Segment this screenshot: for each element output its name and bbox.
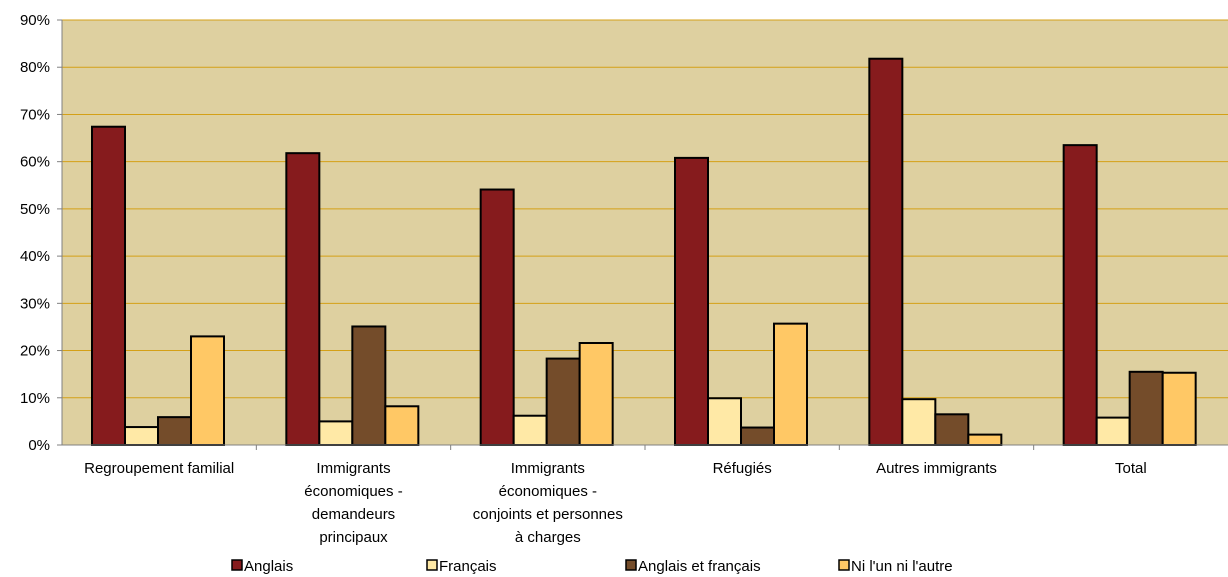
legend-label: Ni l'un ni l'autre bbox=[851, 558, 953, 575]
bar bbox=[545, 357, 581, 447]
bar bbox=[1095, 416, 1131, 447]
bar bbox=[1062, 144, 1098, 446]
bar bbox=[384, 405, 420, 446]
x-category-label: Réfugiés bbox=[713, 460, 772, 477]
axes bbox=[57, 19, 1228, 450]
y-tick-label: 0% bbox=[28, 437, 50, 454]
plot-background bbox=[62, 20, 1228, 445]
y-tick-label: 60% bbox=[20, 154, 50, 171]
bar bbox=[740, 426, 775, 446]
bar bbox=[578, 342, 614, 446]
y-tick-label: 40% bbox=[20, 248, 50, 265]
bar bbox=[91, 125, 126, 446]
bar bbox=[318, 420, 354, 446]
legend-label: Anglais bbox=[244, 558, 293, 575]
bar bbox=[285, 152, 321, 447]
legend-item: Anglais bbox=[231, 558, 293, 575]
bar bbox=[190, 335, 225, 446]
y-tick-label: 90% bbox=[20, 12, 50, 29]
legend-swatch bbox=[625, 559, 637, 571]
y-tick-label: 10% bbox=[20, 390, 50, 407]
legend-item: Anglais et français bbox=[625, 558, 761, 575]
bar bbox=[479, 188, 515, 446]
x-category-label: Autres immigrants bbox=[876, 460, 997, 477]
x-category-label: Total bbox=[1115, 460, 1147, 477]
y-tick-label: 70% bbox=[20, 106, 50, 123]
y-tick-label: 50% bbox=[20, 201, 50, 218]
bar bbox=[868, 57, 904, 446]
y-tick-label: 80% bbox=[20, 59, 50, 76]
x-category-label: Immigrants économiques -demandeurs princip… bbox=[304, 460, 402, 546]
y-tick-label: 30% bbox=[20, 295, 50, 312]
y-tick-label: 20% bbox=[20, 343, 50, 360]
gridlines bbox=[62, 19, 1228, 399]
x-category-label: Immigrants économiques -conjoints et pers… bbox=[473, 460, 623, 546]
legend-label: Anglais et français bbox=[638, 558, 761, 575]
bar bbox=[157, 416, 192, 446]
bar bbox=[967, 433, 1003, 447]
bar bbox=[1128, 370, 1164, 446]
bar bbox=[773, 322, 808, 446]
y-axis-tick-labels: 0% 10% 20% 30% 40% 50% 60% 70% 80% 90% bbox=[20, 12, 50, 454]
plot-area bbox=[62, 20, 1228, 445]
legend-item: Ni l'un ni l'autre bbox=[838, 558, 953, 575]
legend-swatch bbox=[426, 559, 438, 571]
bar bbox=[351, 325, 387, 447]
x-category-label: Regroupement familial bbox=[84, 460, 234, 477]
legend-item: Français bbox=[426, 558, 497, 575]
legend-label: Français bbox=[439, 558, 497, 575]
bar bbox=[901, 398, 937, 447]
x-axis-category-labels: Regroupement familial Immigrants économiqu… bbox=[84, 460, 1147, 546]
bar bbox=[1161, 371, 1197, 446]
bar bbox=[512, 414, 548, 447]
bar bbox=[934, 413, 970, 446]
bars bbox=[91, 57, 1197, 447]
legend-swatch bbox=[838, 559, 850, 571]
bar bbox=[124, 426, 159, 446]
bar bbox=[674, 156, 709, 446]
bar bbox=[707, 397, 742, 446]
legend-swatch bbox=[231, 559, 243, 571]
legend: Anglais Français Anglais et français Ni l'u… bbox=[231, 558, 953, 575]
